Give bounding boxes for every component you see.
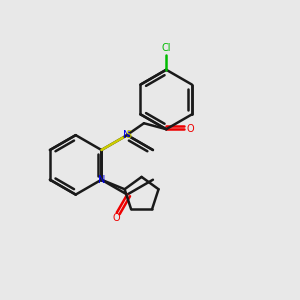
Text: N: N [124, 130, 131, 140]
Text: N: N [98, 175, 105, 185]
Text: S: S [125, 130, 131, 140]
Text: O: O [187, 124, 194, 134]
Text: Cl: Cl [161, 44, 171, 53]
Text: O: O [112, 213, 120, 223]
